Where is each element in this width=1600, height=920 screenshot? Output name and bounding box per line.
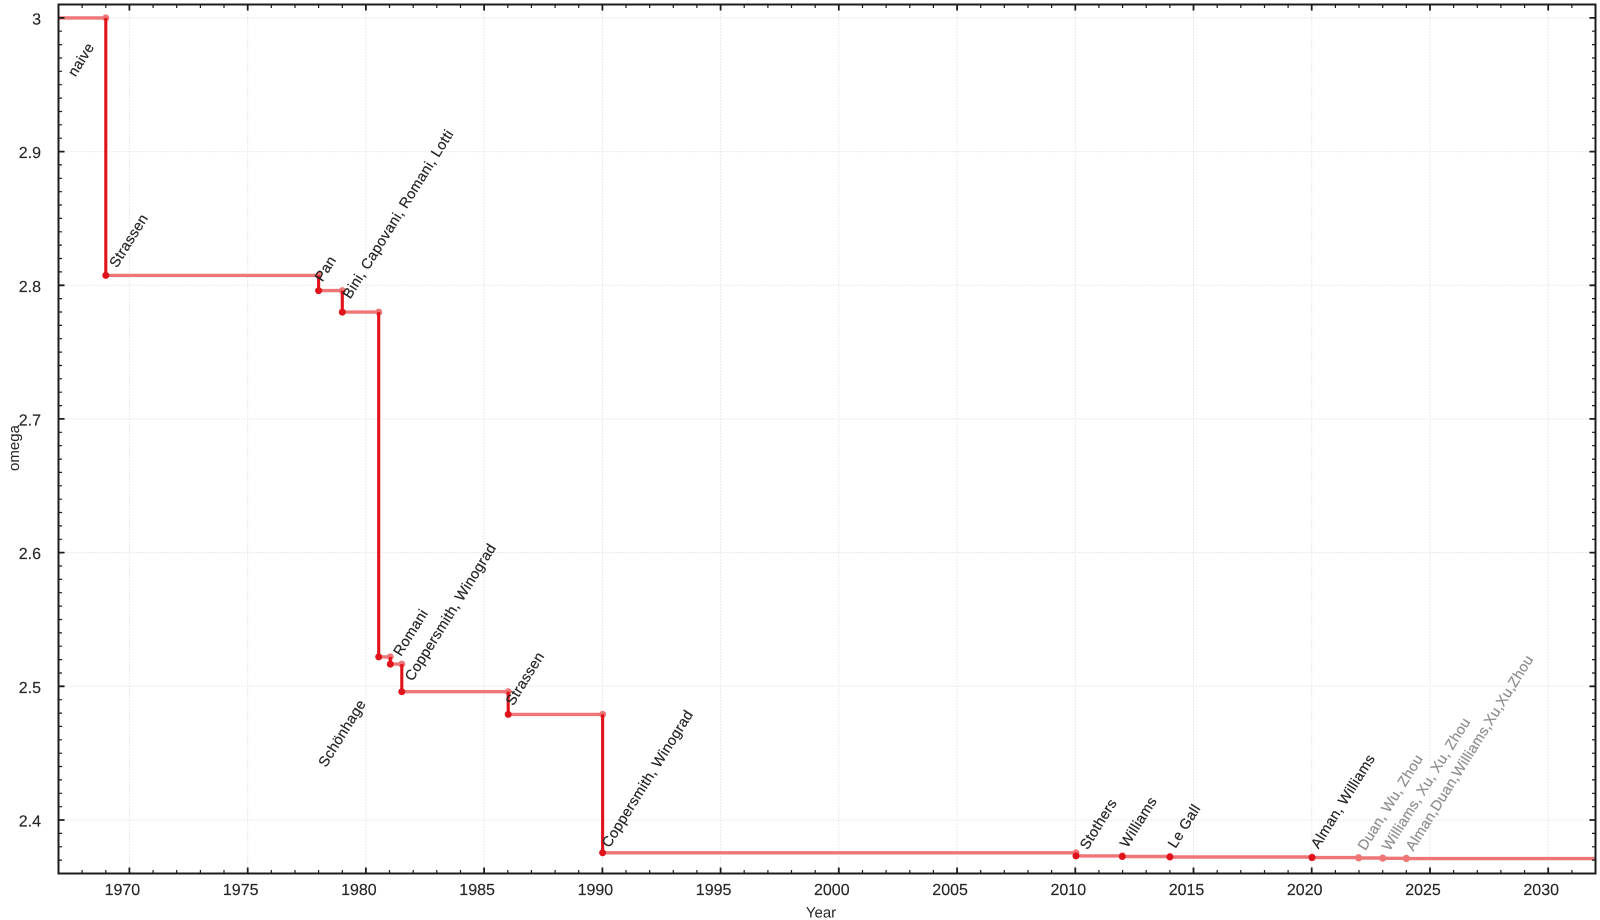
svg-text:1995: 1995	[696, 882, 732, 899]
svg-text:2030: 2030	[1523, 882, 1559, 899]
svg-text:2.6: 2.6	[19, 546, 41, 563]
svg-text:1990: 1990	[578, 882, 614, 899]
svg-text:1980: 1980	[341, 882, 377, 899]
svg-text:2020: 2020	[1287, 882, 1323, 899]
svg-text:2.8: 2.8	[19, 279, 41, 296]
svg-text:2.7: 2.7	[19, 412, 41, 429]
svg-text:omega: omega	[6, 424, 23, 471]
svg-text:2005: 2005	[932, 882, 968, 899]
svg-text:2010: 2010	[1051, 882, 1087, 899]
svg-text:2.4: 2.4	[19, 814, 41, 831]
svg-text:2000: 2000	[814, 882, 850, 899]
svg-text:1975: 1975	[223, 882, 259, 899]
svg-text:Year: Year	[806, 905, 836, 920]
svg-text:2015: 2015	[1169, 882, 1205, 899]
svg-text:1970: 1970	[105, 882, 141, 899]
svg-text:2025: 2025	[1405, 882, 1441, 899]
svg-text:2.5: 2.5	[19, 680, 41, 697]
svg-text:1985: 1985	[459, 882, 495, 899]
svg-text:2.9: 2.9	[19, 145, 41, 162]
svg-text:3: 3	[32, 11, 41, 28]
